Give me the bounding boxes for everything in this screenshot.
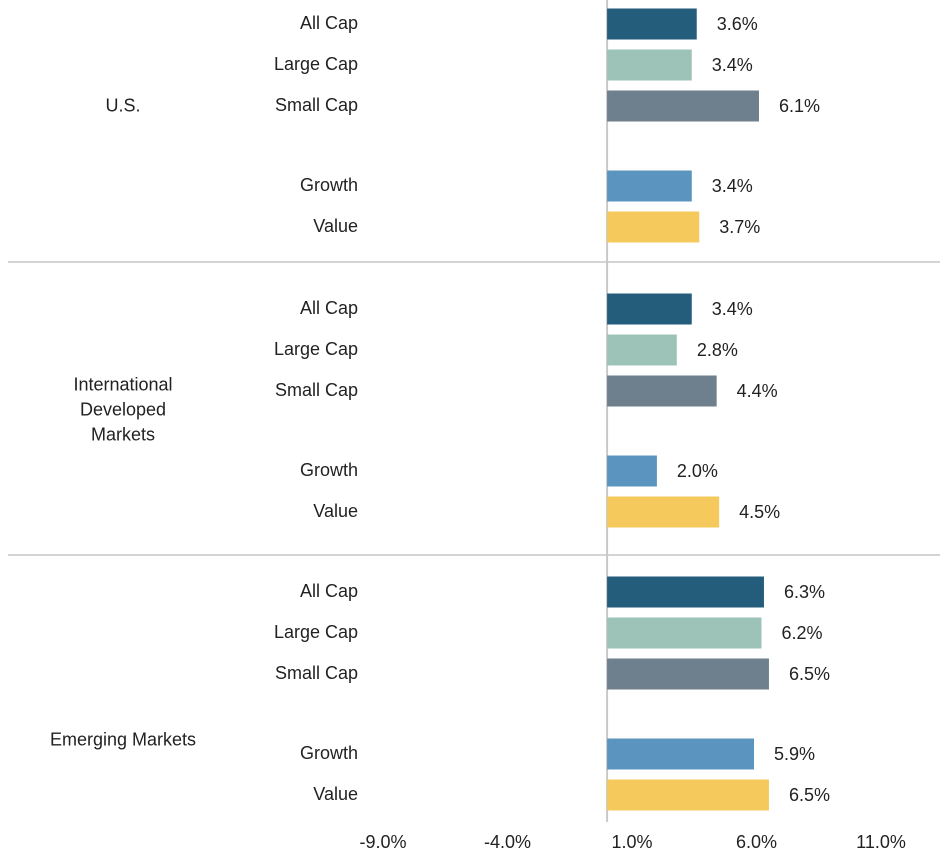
bar [607,293,692,325]
value-label: 3.4% [712,176,753,196]
bar [607,576,764,608]
x-tick-label: 6.0% [736,832,777,852]
value-label: 2.0% [677,461,718,481]
category-label: Value [313,216,358,236]
category-label: Small Cap [275,95,358,115]
bar [607,211,700,243]
value-label: 6.5% [789,785,830,805]
category-label: Value [313,501,358,521]
bar [607,49,692,81]
x-tick-label: 11.0% [856,832,906,852]
category-label: Small Cap [275,663,358,683]
value-label: 3.7% [719,217,760,237]
bar [607,617,762,649]
value-label: 3.6% [717,14,758,34]
category-label: Growth [300,743,358,763]
value-label: 5.9% [774,744,815,764]
value-label: 3.4% [712,299,753,319]
bar [607,334,677,366]
category-label: Growth [300,460,358,480]
group-label: International Developed Markets [73,374,173,445]
category-label: Large Cap [274,339,358,359]
value-label: 6.2% [781,623,822,643]
x-tick-label: 1.0% [611,832,652,852]
category-label: Value [313,784,358,804]
category-label: Small Cap [275,380,358,400]
bar [607,496,720,528]
value-label: 6.5% [789,664,830,684]
category-label: All Cap [300,581,358,601]
value-label: 2.8% [697,340,738,360]
bar [607,90,759,122]
bar [607,8,697,40]
bar [607,658,769,690]
category-label: Large Cap [274,622,358,642]
category-label: All Cap [300,298,358,318]
category-label: Large Cap [274,54,358,74]
bar [607,170,692,202]
x-tick-label: -4.0% [484,832,531,852]
bar [607,779,769,811]
group-label: Emerging Markets [49,729,197,750]
bar [607,455,657,487]
value-label: 6.3% [784,582,825,602]
value-label: 3.4% [712,55,753,75]
x-tick-label: -9.0% [359,832,406,852]
category-label: Growth [300,175,358,195]
group-label: U.S. [105,95,141,116]
value-label: 6.1% [779,96,820,116]
bar [607,738,755,770]
value-label: 4.5% [739,502,780,522]
category-label: All Cap [300,13,358,33]
value-label: 4.4% [737,381,778,401]
bar [607,375,717,407]
